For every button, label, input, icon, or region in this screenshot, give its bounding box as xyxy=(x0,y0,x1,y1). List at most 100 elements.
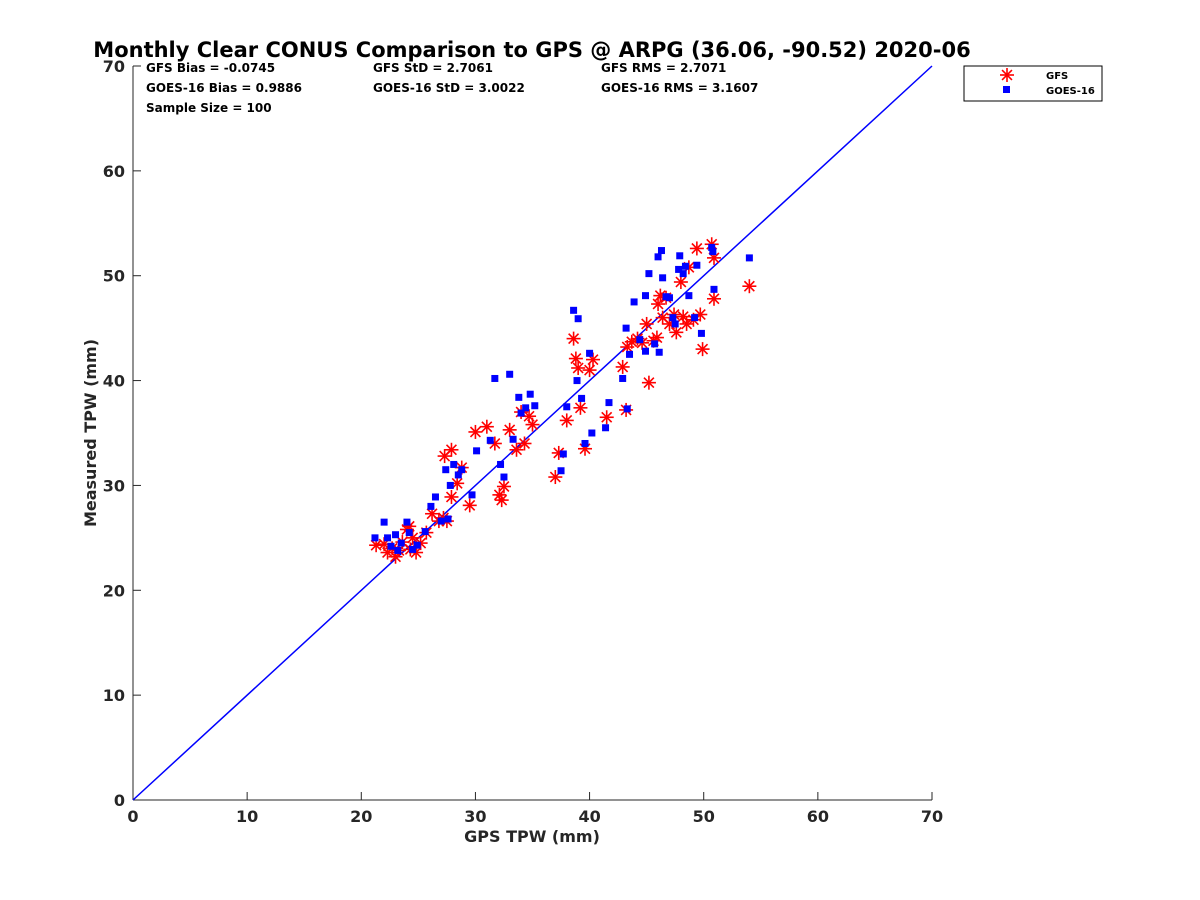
gfs-point xyxy=(615,359,630,374)
gfs-point xyxy=(689,241,704,256)
goes16-point xyxy=(626,350,634,358)
goes16-point xyxy=(630,298,638,306)
goes16-point xyxy=(531,402,539,410)
gfs-point xyxy=(599,410,614,425)
goes16-point xyxy=(691,314,699,322)
stat-gfs-std: GFS StD = 2.7061 xyxy=(373,61,493,75)
goes16-point xyxy=(570,306,578,314)
goes16-point xyxy=(693,261,701,269)
gfs-point xyxy=(669,325,684,340)
goes16-point xyxy=(522,404,530,412)
y-tick-label: 10 xyxy=(103,686,125,705)
goes16-point xyxy=(380,518,388,526)
goes16-point xyxy=(586,349,594,357)
goes16-point xyxy=(676,252,684,260)
gfs-point xyxy=(479,419,494,434)
goes16-point xyxy=(602,424,610,432)
goes16-point xyxy=(427,502,435,510)
gfs-point xyxy=(517,436,532,451)
one-to-one-line xyxy=(132,65,933,801)
goes16-point xyxy=(409,545,417,553)
goes16-point xyxy=(581,439,589,447)
y-tick-label: 0 xyxy=(114,791,125,810)
x-tick-label: 30 xyxy=(464,807,486,826)
goes16-point xyxy=(413,541,421,549)
goes16-point xyxy=(405,529,413,537)
stat-goes-bias: GOES-16 Bias = 0.9886 xyxy=(146,81,302,95)
x-tick-label: 70 xyxy=(921,807,943,826)
x-tick-label: 40 xyxy=(578,807,600,826)
goes16-point xyxy=(574,315,582,323)
goes16-point xyxy=(619,374,627,382)
goes16-point xyxy=(578,394,586,402)
goes16-point xyxy=(671,320,679,328)
legend: GFS GOES-16 xyxy=(963,65,1103,102)
axes: 0 10 20 30 40 50 60 70 0 10 20 30 40 50 60 70 xyxy=(103,57,943,826)
x-tick-label: 60 xyxy=(807,807,829,826)
x-tick-label: 20 xyxy=(350,807,372,826)
gfs-point xyxy=(468,424,483,439)
y-tick-label: 40 xyxy=(103,372,125,391)
goes16-point xyxy=(506,370,514,378)
goes16-point xyxy=(708,243,716,251)
goes16-point xyxy=(468,491,476,499)
goes16-point xyxy=(605,399,613,407)
gfs-point xyxy=(494,493,509,508)
goes16-point xyxy=(454,471,462,479)
legend-gfs-asterisk xyxy=(1000,68,1014,82)
goes16-point xyxy=(679,270,687,278)
goes16-point xyxy=(500,473,508,481)
legend-gfs-label: GFS xyxy=(1046,71,1068,82)
reference-line-group xyxy=(132,65,933,801)
y-tick-label: 20 xyxy=(103,581,125,600)
goes16-point xyxy=(659,274,667,282)
goes16-point xyxy=(509,435,517,443)
gfs-point xyxy=(566,331,581,346)
y-axis-label: Measured TPW (mm) xyxy=(81,339,100,527)
gfs-point xyxy=(582,363,597,378)
y-tick-label: 60 xyxy=(103,162,125,181)
gfs-point xyxy=(496,479,511,494)
goes16-point xyxy=(397,539,405,547)
gfs-point xyxy=(444,442,459,457)
goes16-point xyxy=(642,347,650,355)
y-tick-label: 30 xyxy=(103,476,125,495)
goes16-point xyxy=(623,405,631,413)
goes16-point xyxy=(645,270,653,278)
x-axis-label: GPS TPW (mm) xyxy=(464,827,600,846)
stat-goes-std: GOES-16 StD = 3.0022 xyxy=(373,81,525,95)
x-tick-label: 0 xyxy=(127,807,138,826)
goes16-point xyxy=(515,393,523,401)
stat-sample-size: Sample Size = 100 xyxy=(146,101,272,115)
gfs-point xyxy=(444,489,459,504)
goes16-point xyxy=(450,460,458,468)
gfs-point xyxy=(706,291,721,306)
chart-title: Monthly Clear CONUS Comparison to GPS @ … xyxy=(93,38,970,62)
goes16-point xyxy=(642,292,650,300)
goes16-point xyxy=(526,390,534,398)
legend-gfs-marker xyxy=(1000,68,1014,82)
gfs-point xyxy=(462,498,477,513)
gfs-point xyxy=(639,316,654,331)
goes16-point xyxy=(491,374,499,382)
legend-goes16-marker xyxy=(1003,86,1010,93)
goes16-point xyxy=(745,254,753,262)
stat-gfs-rms: GFS RMS = 2.7071 xyxy=(601,61,726,75)
goes16-point xyxy=(651,340,659,348)
goes16-point xyxy=(654,253,662,261)
goes16-point xyxy=(669,314,677,322)
goes16-point xyxy=(473,447,481,455)
goes16-point xyxy=(387,542,395,550)
goes16-point xyxy=(497,460,505,468)
goes16-point xyxy=(486,436,494,444)
x-tick-label: 10 xyxy=(236,807,258,826)
gfs-point xyxy=(568,351,583,366)
goes16-point xyxy=(675,265,683,273)
gfs-point xyxy=(573,400,588,415)
goes16-point xyxy=(394,546,402,554)
stats-block: GFS Bias = -0.0745 GFS StD = 2.7061 GFS … xyxy=(146,61,758,115)
gfs-point xyxy=(673,275,688,290)
legend-goes16-label: GOES-16 xyxy=(1046,86,1095,97)
